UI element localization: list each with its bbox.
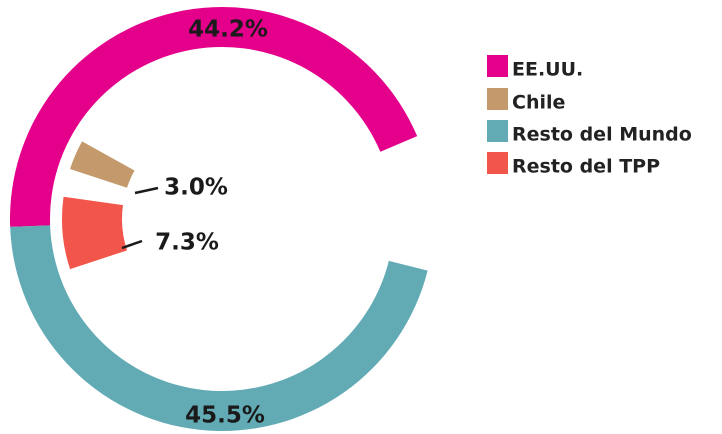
legend-swatch — [487, 88, 508, 110]
legend-label: Chile — [512, 92, 565, 114]
value-label: 3.0% — [164, 175, 228, 201]
legend-label: Resto del TPP — [512, 156, 660, 178]
legend-swatch — [487, 55, 508, 77]
arc-segment — [10, 6, 418, 227]
value-label: 44.2% — [188, 17, 268, 43]
leader-line — [134, 186, 159, 195]
value-label: 45.5% — [185, 403, 265, 429]
legend-label: Resto del Mundo — [512, 124, 692, 146]
arc-segment — [61, 196, 128, 270]
legend-swatch — [487, 152, 508, 174]
legend-swatch — [487, 120, 508, 142]
arc-segment — [70, 141, 135, 188]
legend-label: EE.UU. — [512, 59, 583, 81]
value-label: 7.3% — [155, 230, 219, 256]
arc-segment — [10, 225, 428, 431]
leader-line — [121, 239, 143, 250]
